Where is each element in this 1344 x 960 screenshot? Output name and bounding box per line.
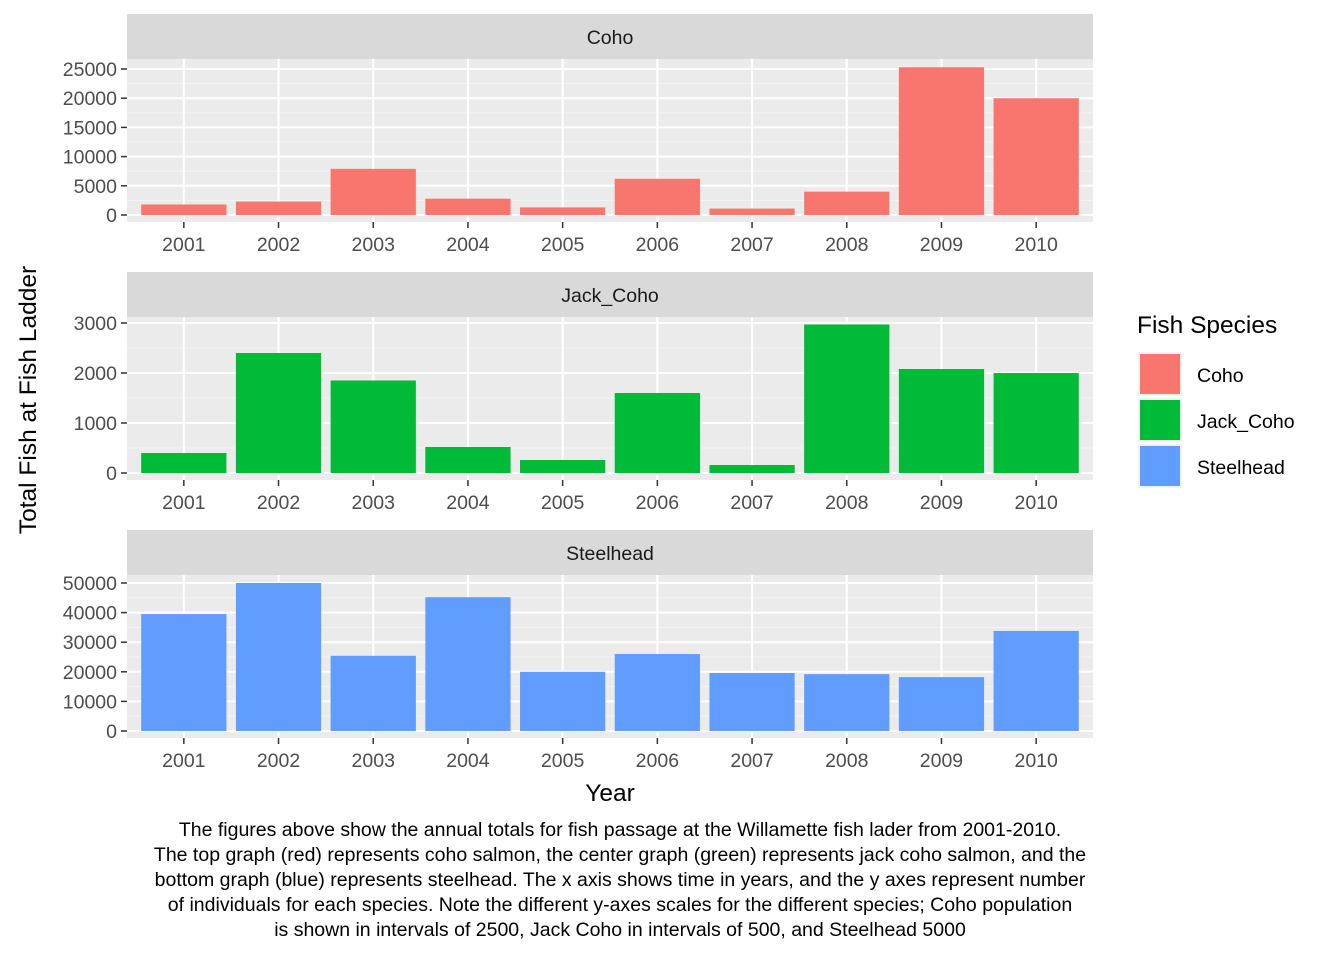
- bar-jack-coho-2009: [898, 369, 985, 473]
- y-tick-label: 20000: [63, 662, 117, 684]
- x-tick-label: 2003: [352, 492, 395, 514]
- bar-jack-coho-2007: [709, 465, 795, 473]
- y-tick-label: 2000: [74, 363, 118, 385]
- x-tick-label: 2003: [352, 750, 395, 772]
- x-tick-label: 2007: [730, 492, 773, 514]
- x-tick-label: 2002: [257, 492, 300, 514]
- legend-title: Fish Species: [1137, 312, 1277, 339]
- y-tick-label: 15000: [63, 117, 117, 139]
- bar-coho-2008: [804, 191, 890, 215]
- strip-steelhead: [127, 530, 1093, 575]
- x-tick-label: 2007: [730, 234, 773, 256]
- x-tick-label: 2008: [825, 492, 868, 514]
- x-tick-label: 2008: [825, 234, 868, 256]
- legend-label-jack-coho: Jack_Coho: [1197, 411, 1295, 433]
- y-tick-label: 1000: [74, 413, 118, 435]
- x-tick-label: 2002: [257, 234, 300, 256]
- x-tick-label: 2006: [636, 750, 679, 772]
- bar-steelhead-2010: [993, 630, 1079, 731]
- bar-steelhead-2008: [804, 674, 890, 731]
- y-tick-label: 5000: [74, 176, 118, 198]
- x-tick-label: 2004: [446, 492, 490, 514]
- bar-steelhead-2005: [520, 671, 606, 731]
- x-tick-label: 2010: [1014, 234, 1058, 256]
- bar-coho-2009: [898, 67, 985, 215]
- y-tick-label: 25000: [63, 59, 117, 81]
- bar-coho-2006: [614, 178, 700, 215]
- y-tick-label: 10000: [63, 691, 117, 713]
- bar-jack-coho-2008: [804, 324, 890, 473]
- y-tick-label: 10000: [63, 147, 117, 169]
- x-tick-label: 2002: [257, 750, 300, 772]
- y-axis-title: Total Fish at Fish Ladder: [15, 266, 42, 534]
- legend-label-coho: Coho: [1197, 365, 1244, 387]
- x-tick-label: 2005: [541, 750, 585, 772]
- bar-coho-2010: [993, 98, 1079, 215]
- x-tick-label: 2009: [920, 750, 963, 772]
- x-tick-label: 2009: [920, 234, 963, 256]
- legend-key-steelhead: [1140, 446, 1180, 486]
- caption-line-2: The top graph (red) represents coho salm…: [153, 844, 1087, 866]
- x-tick-label: 2006: [636, 492, 679, 514]
- caption-line-1: The figures above show the annual totals…: [178, 819, 1062, 841]
- x-tick-label: 2001: [162, 750, 205, 772]
- x-tick-label: 2001: [162, 234, 205, 256]
- y-tick-label: 0: [106, 721, 117, 743]
- y-tick-label: 0: [106, 463, 117, 485]
- bar-coho-2002: [235, 201, 322, 215]
- legend-label-steelhead: Steelhead: [1197, 457, 1285, 479]
- caption-line-3: bottom graph (blue) represents steelhead…: [154, 869, 1086, 891]
- bar-jack-coho-2006: [614, 393, 700, 473]
- bar-steelhead-2002: [235, 583, 322, 731]
- strip-coho: [127, 14, 1093, 59]
- y-tick-label: 0: [106, 205, 117, 227]
- y-tick-label: 50000: [63, 573, 117, 595]
- bar-coho-2005: [520, 207, 606, 215]
- x-tick-label: 2004: [446, 234, 490, 256]
- x-tick-label: 2006: [636, 234, 679, 256]
- bar-coho-2007: [709, 208, 795, 215]
- x-tick-label: 2001: [162, 492, 205, 514]
- bar-coho-2001: [141, 204, 227, 215]
- x-tick-label: 2008: [825, 750, 868, 772]
- x-tick-label: 2005: [541, 234, 585, 256]
- x-axis-title: Year: [585, 780, 635, 807]
- legend-key-jack-coho: [1140, 400, 1180, 440]
- strip-label-coho: Coho: [587, 27, 634, 49]
- legend-key-coho: [1140, 354, 1180, 394]
- bar-steelhead-2009: [898, 677, 985, 731]
- strip-jack-coho: [127, 272, 1093, 317]
- y-tick-label: 3000: [74, 313, 118, 335]
- bar-steelhead-2004: [425, 597, 511, 731]
- bar-jack-coho-2004: [425, 447, 511, 473]
- x-tick-label: 2010: [1014, 492, 1058, 514]
- bar-jack-coho-2002: [235, 353, 322, 473]
- bar-steelhead-2003: [330, 655, 416, 731]
- bar-steelhead-2007: [709, 672, 795, 731]
- bar-jack-coho-2005: [520, 460, 606, 473]
- x-tick-label: 2007: [730, 750, 773, 772]
- x-tick-label: 2004: [446, 750, 490, 772]
- bar-jack-coho-2003: [330, 380, 416, 473]
- bar-steelhead-2006: [614, 654, 700, 731]
- bar-jack-coho-2010: [993, 373, 1079, 473]
- bar-steelhead-2001: [141, 614, 227, 731]
- bar-coho-2004: [425, 198, 511, 215]
- strip-label-steelhead: Steelhead: [566, 543, 654, 565]
- y-tick-label: 20000: [63, 88, 117, 110]
- bar-coho-2003: [330, 168, 416, 215]
- strip-label-jack-coho: Jack_Coho: [561, 285, 659, 307]
- x-tick-label: 2005: [541, 492, 585, 514]
- bar-jack-coho-2001: [141, 453, 227, 473]
- caption-line-4: of individuals for each species. Note th…: [167, 894, 1073, 916]
- y-tick-label: 30000: [63, 632, 117, 654]
- x-tick-label: 2003: [352, 234, 395, 256]
- caption-line-5: is shown in intervals of 2500, Jack Coho…: [274, 919, 966, 941]
- figure-caption: The figures above show the annual totals…: [20, 818, 1220, 943]
- y-tick-label: 40000: [63, 603, 117, 625]
- x-tick-label: 2009: [920, 492, 963, 514]
- x-tick-label: 2010: [1014, 750, 1058, 772]
